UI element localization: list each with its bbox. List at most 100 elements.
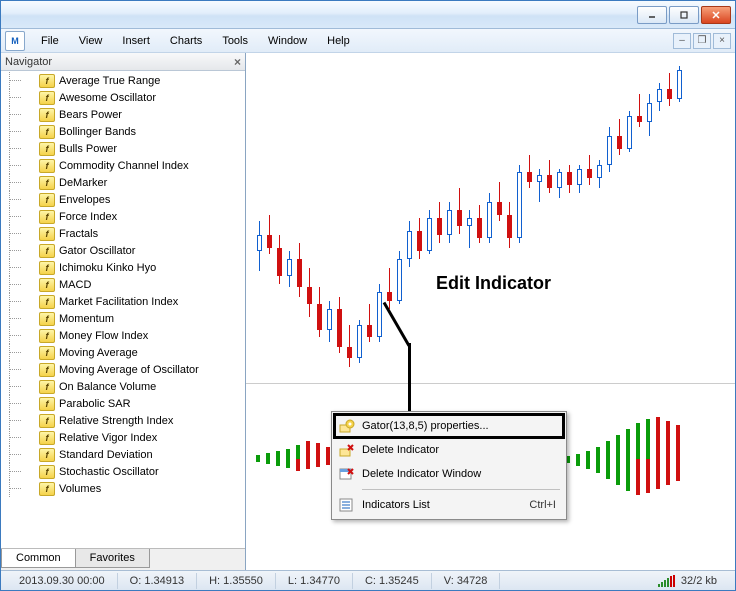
window-controls bbox=[637, 6, 731, 24]
gator-bar bbox=[286, 459, 290, 468]
status-high: H: 1.35550 bbox=[197, 573, 276, 589]
tab-favorites[interactable]: Favorites bbox=[75, 549, 150, 568]
titlebar bbox=[1, 1, 735, 29]
delete-indicator-icon bbox=[338, 442, 356, 458]
indicator-item[interactable]: fVolumes bbox=[1, 480, 245, 497]
indicator-item[interactable]: fParabolic SAR bbox=[1, 395, 245, 412]
minimize-button[interactable] bbox=[637, 6, 667, 24]
gator-bar bbox=[656, 459, 660, 489]
candle bbox=[276, 53, 283, 383]
ctx-indicators-list-label: Indicators List bbox=[362, 499, 430, 511]
function-icon: f bbox=[39, 159, 55, 173]
indicator-item[interactable]: fBollinger Bands bbox=[1, 123, 245, 140]
indicator-item[interactable]: fBulls Power bbox=[1, 140, 245, 157]
indicator-label: Commodity Channel Index bbox=[59, 160, 189, 172]
indicator-item[interactable]: fMoving Average bbox=[1, 344, 245, 361]
mdi-close-button[interactable]: × bbox=[713, 33, 731, 49]
maximize-button[interactable] bbox=[669, 6, 699, 24]
menu-tools[interactable]: Tools bbox=[212, 31, 258, 51]
app-window: M FileViewInsertChartsToolsWindowHelp – … bbox=[0, 0, 736, 591]
ctx-delete-window[interactable]: Delete Indicator Window bbox=[334, 462, 564, 486]
menu-view[interactable]: View bbox=[69, 31, 113, 51]
candle bbox=[306, 53, 313, 383]
navigator-close-button[interactable]: × bbox=[234, 55, 241, 69]
candlestick-chart bbox=[246, 53, 735, 383]
indicator-item[interactable]: fEnvelopes bbox=[1, 191, 245, 208]
function-icon: f bbox=[39, 363, 55, 377]
candle bbox=[566, 53, 573, 383]
candle bbox=[446, 53, 453, 383]
function-icon: f bbox=[39, 448, 55, 462]
indicator-label: Force Index bbox=[59, 211, 117, 223]
indicator-item[interactable]: fIchimoku Kinko Hyo bbox=[1, 259, 245, 276]
indicator-item[interactable]: fOn Balance Volume bbox=[1, 378, 245, 395]
navigator-panel: Navigator × fAverage True RangefAwesome … bbox=[1, 53, 246, 570]
indicator-item[interactable]: fRelative Strength Index bbox=[1, 412, 245, 429]
gator-bar bbox=[606, 459, 610, 479]
function-icon: f bbox=[39, 210, 55, 224]
menu-help[interactable]: Help bbox=[317, 31, 360, 51]
menu-window[interactable]: Window bbox=[258, 31, 317, 51]
indicator-item[interactable]: fBears Power bbox=[1, 106, 245, 123]
candle bbox=[606, 53, 613, 383]
tab-common[interactable]: Common bbox=[1, 549, 76, 568]
indicator-label: Momentum bbox=[59, 313, 114, 325]
statusbar: 2013.09.30 00:00 O: 1.34913 H: 1.35550 L… bbox=[1, 570, 735, 590]
connection-bars-icon bbox=[658, 575, 675, 587]
function-icon: f bbox=[39, 312, 55, 326]
candle bbox=[626, 53, 633, 383]
candle bbox=[536, 53, 543, 383]
menu-insert[interactable]: Insert bbox=[112, 31, 160, 51]
indicator-item[interactable]: fMarket Facilitation Index bbox=[1, 293, 245, 310]
gator-bar bbox=[276, 459, 280, 466]
navigator-title: Navigator bbox=[5, 56, 52, 68]
indicator-item[interactable]: fAwesome Oscillator bbox=[1, 89, 245, 106]
indicator-item[interactable]: f Commodity Channel Index bbox=[1, 157, 245, 174]
indicator-item[interactable]: f Force Index bbox=[1, 208, 245, 225]
gator-bar bbox=[266, 459, 270, 464]
indicator-item[interactable]: fRelative Vigor Index bbox=[1, 429, 245, 446]
indicator-item[interactable]: fDeMarker bbox=[1, 174, 245, 191]
mdi-minimize-button[interactable]: – bbox=[673, 33, 691, 49]
candle bbox=[546, 53, 553, 383]
gator-bar bbox=[326, 459, 330, 465]
indicator-item[interactable]: fAverage True Range bbox=[1, 72, 245, 89]
function-icon: f bbox=[39, 193, 55, 207]
function-icon: f bbox=[39, 142, 55, 156]
mdi-controls: – ❐ × bbox=[673, 33, 731, 49]
indicator-label: Bears Power bbox=[59, 109, 122, 121]
function-icon: f bbox=[39, 91, 55, 105]
chart-area[interactable]: Edit Indicator Gator(13,8,5) properties.… bbox=[246, 53, 735, 570]
menu-charts[interactable]: Charts bbox=[160, 31, 212, 51]
gator-bar bbox=[296, 459, 300, 471]
gator-bar bbox=[626, 429, 630, 459]
gator-bar bbox=[296, 445, 300, 459]
gator-bar bbox=[586, 451, 590, 459]
indicator-item[interactable]: fMoney Flow Index bbox=[1, 327, 245, 344]
ctx-indicators-list[interactable]: Indicators List Ctrl+I bbox=[334, 493, 564, 517]
candle bbox=[266, 53, 273, 383]
function-icon: f bbox=[39, 176, 55, 190]
menu-file[interactable]: File bbox=[31, 31, 69, 51]
status-low: L: 1.34770 bbox=[276, 573, 353, 589]
mdi-restore-button[interactable]: ❐ bbox=[693, 33, 711, 49]
close-button[interactable] bbox=[701, 6, 731, 24]
candle bbox=[296, 53, 303, 383]
indicator-item[interactable]: f Momentum bbox=[1, 310, 245, 327]
indicator-item[interactable]: fMACD bbox=[1, 276, 245, 293]
function-icon: f bbox=[39, 278, 55, 292]
indicator-item[interactable]: fStochastic Oscillator bbox=[1, 463, 245, 480]
navigator-tree[interactable]: fAverage True RangefAwesome OscillatorfB… bbox=[1, 71, 245, 548]
candle bbox=[406, 53, 413, 383]
candle bbox=[426, 53, 433, 383]
gator-bar bbox=[306, 459, 310, 469]
gator-bar bbox=[596, 459, 600, 473]
indicator-item[interactable]: fGator Oscillator bbox=[1, 242, 245, 259]
ctx-properties[interactable]: Gator(13,8,5) properties... bbox=[333, 413, 565, 439]
indicator-item[interactable]: fFractals bbox=[1, 225, 245, 242]
indicator-item[interactable]: fStandard Deviation bbox=[1, 446, 245, 463]
indicator-item[interactable]: fMoving Average of Oscillator bbox=[1, 361, 245, 378]
ctx-delete-indicator[interactable]: Delete Indicator bbox=[334, 438, 564, 462]
gator-bar bbox=[666, 459, 670, 485]
candle bbox=[416, 53, 423, 383]
